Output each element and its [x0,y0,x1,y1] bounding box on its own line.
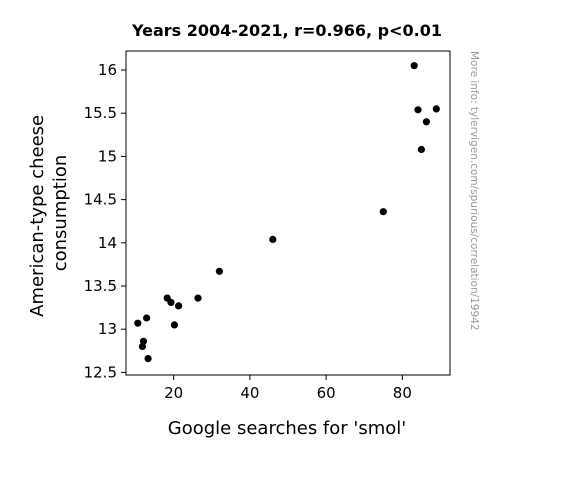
y-tick-label: 13.5 [84,277,117,295]
data-point [414,106,422,114]
x-axis-label: Google searches for 'smol' [168,418,406,439]
y-tick-label: 15 [98,147,117,165]
data-point [143,314,151,322]
data-point [175,302,183,310]
data-point [417,145,425,154]
y-tick-label: 16 [98,61,117,79]
data-point [410,62,418,70]
y-axis-label-line-1: American-type cheese [27,115,48,317]
y-tick-label: 15.5 [84,104,117,122]
data-point [432,105,440,113]
data-point [379,208,387,216]
plot-frame [125,50,451,376]
y-axis-label: American-type cheese consumption [27,109,71,317]
data-point [170,321,178,329]
chart-title: Years 2004-2021, r=0.966, p<0.01 [131,21,442,40]
data-point [134,319,142,327]
x-axis-ticks: 20 40 60 80 [164,375,412,402]
data-point [269,235,277,243]
data-point [167,298,175,306]
x-tick-label: 80 [393,384,412,402]
x-tick-label: 60 [317,384,336,402]
x-tick-label: 20 [164,384,183,402]
data-point [215,267,223,275]
y-tick-label: 13 [98,320,117,338]
data-point [422,118,430,126]
data-point [139,337,148,345]
y-tick-label: 12.5 [84,363,117,381]
data-point [144,355,152,363]
y-tick-label: 14 [98,234,117,252]
x-tick-label: 40 [240,384,259,402]
source-watermark: More info: tylervigen.com/spurious/corre… [468,51,480,331]
y-axis-ticks: 12.5 13 13.5 14 14.5 15 15.5 16 [84,61,126,381]
data-point [194,294,202,302]
y-tick-label: 14.5 [84,191,117,209]
data-points [134,62,440,363]
y-axis-label-line-2: consumption [50,155,71,272]
